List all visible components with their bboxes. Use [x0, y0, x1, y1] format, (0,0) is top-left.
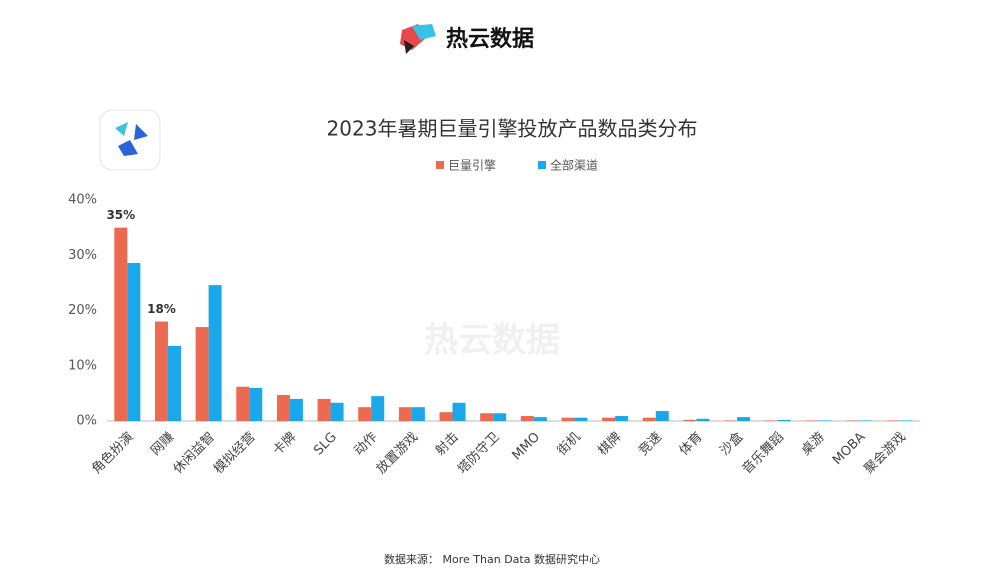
legend-label: 巨量引擎: [448, 158, 496, 173]
bar: [899, 420, 913, 421]
brand-logo: [400, 24, 436, 54]
bar: [276, 395, 290, 421]
bar: [859, 420, 873, 421]
bar: [114, 227, 128, 421]
bar: [249, 387, 263, 421]
bar: [127, 262, 141, 421]
bar: [642, 417, 656, 421]
bar: [777, 419, 791, 421]
legend-swatch: [436, 161, 444, 169]
bar: [398, 407, 412, 421]
bar: [236, 386, 250, 421]
bar: [439, 412, 453, 421]
bar: [208, 285, 222, 421]
chart-title: 2023年暑期巨量引擎投放产品数品类分布: [327, 117, 698, 141]
bar: [520, 416, 534, 421]
bar: [411, 407, 425, 421]
bar: [480, 413, 494, 421]
y-tick-label: 10%: [68, 358, 97, 373]
bar: [167, 345, 181, 421]
y-tick-label: 30%: [68, 248, 97, 263]
bar: [289, 398, 303, 421]
bar: [846, 420, 860, 421]
value-label: 18%: [147, 302, 176, 316]
legend-label: 全部渠道: [550, 158, 598, 173]
bar: [330, 402, 344, 421]
brand: 热云数据: [446, 26, 534, 52]
bar: [683, 419, 697, 421]
bar: [805, 420, 819, 421]
legend-swatch: [538, 161, 546, 169]
bar: [317, 398, 331, 421]
bar: [533, 417, 547, 421]
app-icon: [99, 109, 161, 171]
y-tick-label: 0%: [76, 414, 97, 429]
bar: [154, 321, 168, 421]
value-label: 35%: [106, 208, 135, 222]
bar: [615, 416, 629, 421]
bar: [561, 417, 575, 421]
bar: [886, 420, 900, 421]
bar: [737, 417, 751, 421]
y-tick-label: 40%: [68, 193, 97, 208]
bar: [602, 417, 616, 421]
bar: [696, 418, 710, 421]
bar: [452, 402, 466, 421]
bar: [724, 420, 738, 421]
bar: [371, 396, 385, 421]
bar: [195, 327, 209, 421]
y-tick-label: 20%: [68, 303, 97, 318]
source-note: 数据来源： More Than Data 数据研究中心: [384, 552, 600, 566]
bar: [358, 407, 372, 421]
watermark: 热云数据: [424, 321, 560, 361]
bar: [655, 411, 669, 421]
bar: [764, 420, 778, 421]
bar: [493, 413, 507, 421]
bar: [818, 420, 832, 421]
bar: [574, 417, 588, 421]
